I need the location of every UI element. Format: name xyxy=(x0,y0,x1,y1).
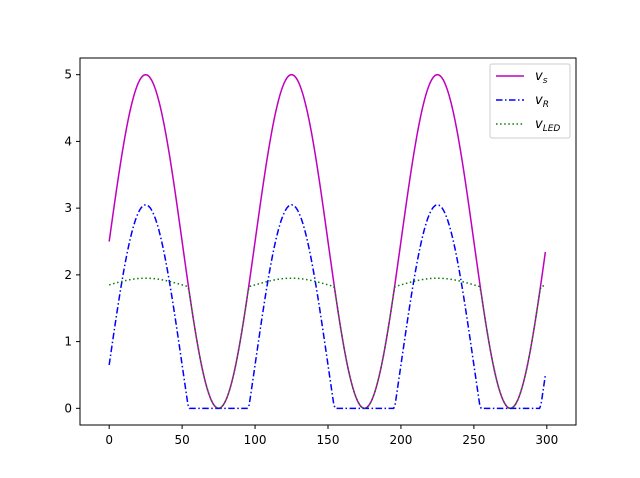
x-tick-label: 300 xyxy=(535,433,558,447)
x-tick-label: 150 xyxy=(317,433,340,447)
y-tick-label: 3 xyxy=(64,201,72,215)
legend-label: vs xyxy=(535,69,548,86)
y-tick-label: 1 xyxy=(64,335,72,349)
legend-label: vR xyxy=(535,93,549,110)
legend: vs vR vLED xyxy=(489,63,571,139)
legend-box xyxy=(489,63,571,139)
ticks-layer: 0 50 100 150 200 250 300 0 1 2 3 4 5 xyxy=(64,68,558,447)
series-layer xyxy=(108,73,547,410)
legend-label: vLED xyxy=(535,117,560,134)
x-tick-label: 0 xyxy=(105,433,113,447)
y-tick-label: 4 xyxy=(64,134,72,148)
y-tick-label: 5 xyxy=(64,68,72,82)
y-tick-label: 2 xyxy=(64,268,72,282)
y-tick-label: 0 xyxy=(64,401,72,415)
series-line-led xyxy=(108,277,546,410)
series-line-r xyxy=(108,204,547,410)
axes-frame xyxy=(79,57,577,426)
x-tick-label: 200 xyxy=(389,433,412,447)
x-tick-label: 50 xyxy=(174,433,189,447)
x-tick-label: 100 xyxy=(244,433,267,447)
x-tick-label: 250 xyxy=(462,433,485,447)
series-line-s xyxy=(108,73,547,410)
